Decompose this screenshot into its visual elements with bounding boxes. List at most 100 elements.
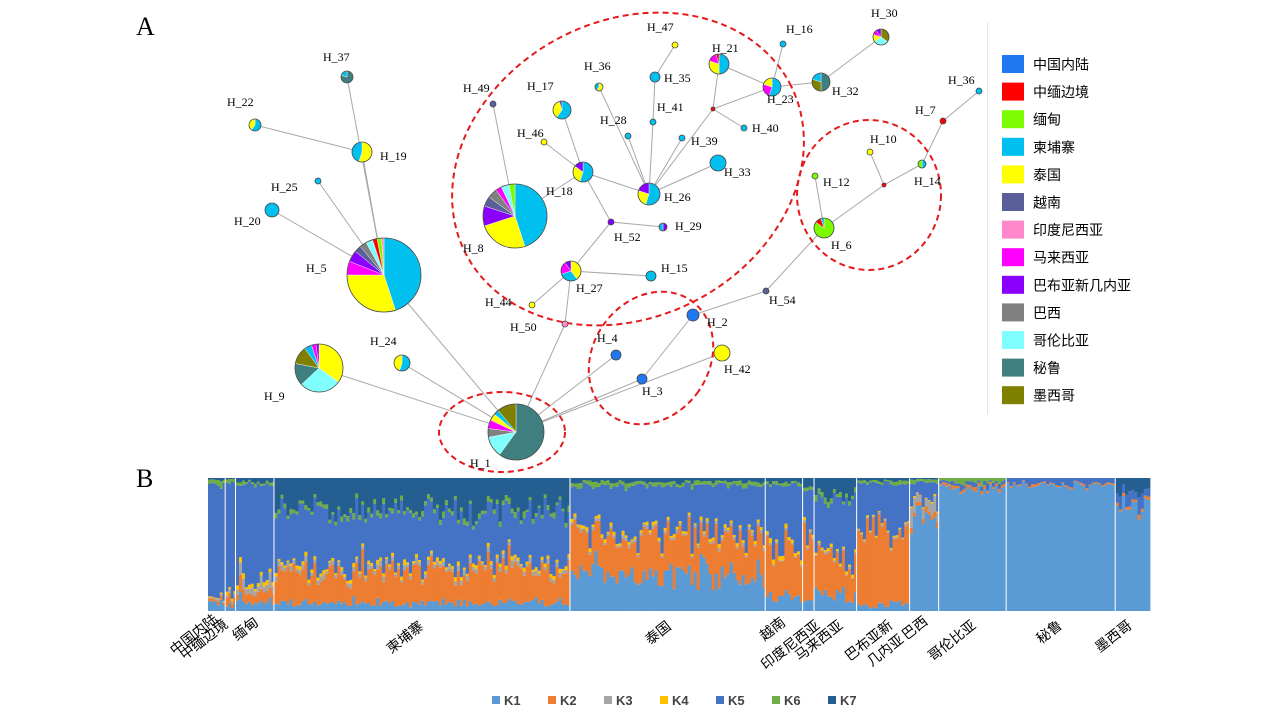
structure-bar-segment — [877, 513, 882, 603]
structure-bar-segment — [441, 565, 446, 599]
structure-bar-segment — [340, 516, 344, 522]
structure-bar-segment — [986, 490, 990, 493]
structure-bar-segment — [376, 515, 380, 560]
structure-bar-segment — [403, 559, 407, 566]
pie-outline — [762, 287, 770, 295]
pie-outline — [649, 118, 657, 126]
structure-bar-segment — [274, 576, 278, 582]
structure-bar-segment — [874, 607, 879, 611]
structure-bar-segment — [561, 570, 565, 574]
structure-bar-segment — [370, 513, 374, 518]
structure-bar-segment — [953, 488, 958, 611]
structure-bar-segment — [588, 480, 592, 486]
structure-bar-segment — [236, 482, 240, 486]
structure-bar-segment — [702, 557, 707, 611]
structure-bar-segment — [645, 488, 649, 522]
structure-bar-segment — [546, 606, 550, 611]
structure-bar-segment — [1070, 478, 1074, 488]
structure-bar-segment — [865, 515, 870, 518]
structure-bar-segment — [489, 568, 494, 604]
structure-bar-segment — [564, 573, 568, 605]
structure-bar-segment — [1030, 478, 1035, 485]
structure-bar-segment — [660, 478, 664, 483]
structure-bar-segment — [522, 571, 527, 576]
structure-bar-segment — [606, 478, 610, 481]
structure-bar-segment — [771, 601, 776, 611]
structure-bar-segment — [883, 520, 887, 607]
structure-bar-segment — [750, 577, 755, 611]
pie-outline — [645, 270, 657, 282]
structure-bar-segment — [239, 557, 243, 563]
structure-bar-segment — [471, 529, 476, 564]
structure-bar-segment — [456, 519, 461, 524]
structure-bar-segment — [726, 532, 731, 575]
structure-bar-segment — [618, 547, 622, 571]
structure-bar-segment — [241, 478, 246, 481]
structure-bar-segment — [543, 566, 547, 571]
structure-bar-segment — [841, 548, 846, 551]
structure-bar-segment — [907, 603, 911, 611]
structure-bar-segment — [762, 545, 767, 548]
structure-bar-segment — [705, 523, 710, 564]
structure-bar-segment — [986, 492, 990, 611]
structure-bar-segment — [784, 529, 788, 591]
structure-bar-segment — [358, 571, 362, 574]
structure-bar-segment — [642, 481, 646, 485]
structure-bar-segment — [391, 600, 395, 611]
structure-bar-segment — [759, 483, 764, 487]
structure-bar-segment — [1076, 482, 1080, 611]
structure-bar-segment — [1061, 478, 1065, 483]
structure-bar-segment — [420, 584, 425, 601]
structure-bar-segment — [412, 565, 416, 603]
pie-slice — [867, 149, 873, 155]
pie-outline — [975, 87, 983, 95]
structure-bar-segment — [621, 530, 625, 536]
structure-bar-segment — [239, 574, 243, 593]
structure-bar-segment — [1064, 485, 1068, 487]
structure-bar-segment — [414, 514, 419, 555]
structure-bar-segment — [907, 523, 911, 604]
structure-bar-segment — [1082, 484, 1086, 487]
structure-bar-segment — [543, 570, 547, 607]
structure-bar-segment — [723, 483, 728, 525]
structure-bar-segment — [525, 601, 530, 611]
structure-bar-segment — [841, 504, 846, 547]
structure-bar-segment — [570, 483, 574, 488]
structure-bar-segment — [406, 562, 410, 565]
node-mv_1 — [710, 106, 716, 112]
structure-bar-segment — [771, 566, 776, 602]
structure-bar-segment — [989, 480, 993, 482]
structure-bar-segment — [441, 517, 446, 559]
structure-bar-segment — [459, 605, 464, 611]
structure-bar-segment — [519, 564, 524, 566]
structure-bar-segment — [213, 478, 218, 480]
structure-bar-segment — [747, 526, 752, 530]
structure-bar-segment — [784, 590, 788, 611]
structure-bar-segment — [540, 556, 544, 560]
structure-bar-segment — [826, 478, 831, 503]
structure-bar-segment — [498, 527, 503, 564]
structure-bar-segment — [274, 518, 278, 574]
structure-bar-segment — [444, 604, 449, 611]
structure-bar-segment — [555, 601, 559, 611]
structure-bar-segment — [567, 554, 571, 558]
structure-bar-segment — [465, 575, 470, 581]
structure-bar-segment — [800, 560, 804, 565]
structure-bar-segment — [582, 478, 586, 481]
structure-bar-segment — [889, 550, 893, 601]
structure-bar-segment — [765, 534, 770, 536]
structure-bar-segment — [803, 601, 807, 611]
structure-bar-segment — [588, 548, 592, 552]
structure-bar-segment — [857, 480, 861, 483]
structure-bar-segment — [236, 589, 240, 595]
structure-bar-segment — [426, 498, 431, 557]
legend-label: 哥伦比亚 — [1033, 334, 1089, 350]
structure-bar-segment — [796, 482, 801, 487]
structure-bar-segment — [289, 478, 293, 509]
structure-bar-segment — [669, 481, 673, 487]
structure-bar-segment — [1006, 478, 1011, 482]
structure-bar-segment — [370, 563, 374, 566]
structure-bar-segment — [319, 506, 323, 574]
population-label: 泰国 — [643, 619, 675, 649]
